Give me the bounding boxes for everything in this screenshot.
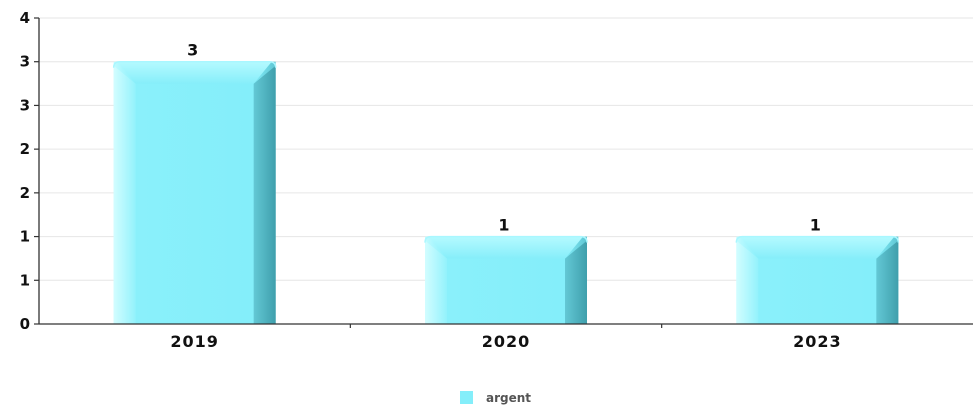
bar-top-bevel [429, 236, 583, 259]
bar-top-bevel [740, 236, 895, 259]
bar-left-bevel [425, 240, 447, 324]
legend-swatch [460, 391, 473, 404]
bar-top-bevel [117, 61, 272, 84]
y-tick-label: 2 [20, 184, 30, 202]
x-tick-label-2020: 2020 [482, 332, 531, 351]
y-tick-label: 1 [20, 271, 30, 289]
bar-top-edge [735, 235, 900, 243]
bar-right-bevel [253, 65, 276, 324]
bar-left-bevel [736, 240, 759, 324]
legend: argent [460, 391, 531, 405]
y-tick-label: 4 [20, 9, 30, 27]
bar-2020 [424, 235, 588, 324]
y-tick-label: 2 [20, 140, 30, 158]
bar-front-face [113, 61, 276, 324]
y-tick-label: 1 [20, 228, 30, 246]
x-tick-label-2023: 2023 [793, 332, 842, 351]
bar-2023 [735, 235, 900, 324]
y-tick-label: 3 [20, 96, 30, 114]
data-label-2019: 3 [187, 41, 198, 60]
data-label-2020: 1 [498, 216, 509, 235]
axes [34, 17, 973, 328]
bars [112, 60, 900, 324]
y-tick-label: 3 [20, 53, 30, 71]
labels: 0 1 1 2 2 3 3 4 3 2019 1 2020 1 2023 [20, 9, 842, 351]
bar-right-bevel [876, 240, 899, 324]
data-label-2023: 1 [810, 216, 821, 235]
bar-2019 [112, 60, 277, 324]
x-tick-label-2019: 2019 [170, 332, 219, 351]
bar-top-edge [424, 235, 588, 243]
legend-label-argent: argent [486, 391, 531, 405]
bar-left-bevel [113, 65, 136, 324]
y-tick-label: 0 [20, 315, 30, 333]
bar-top-edge [112, 60, 277, 68]
bar-right-bevel [565, 240, 587, 324]
